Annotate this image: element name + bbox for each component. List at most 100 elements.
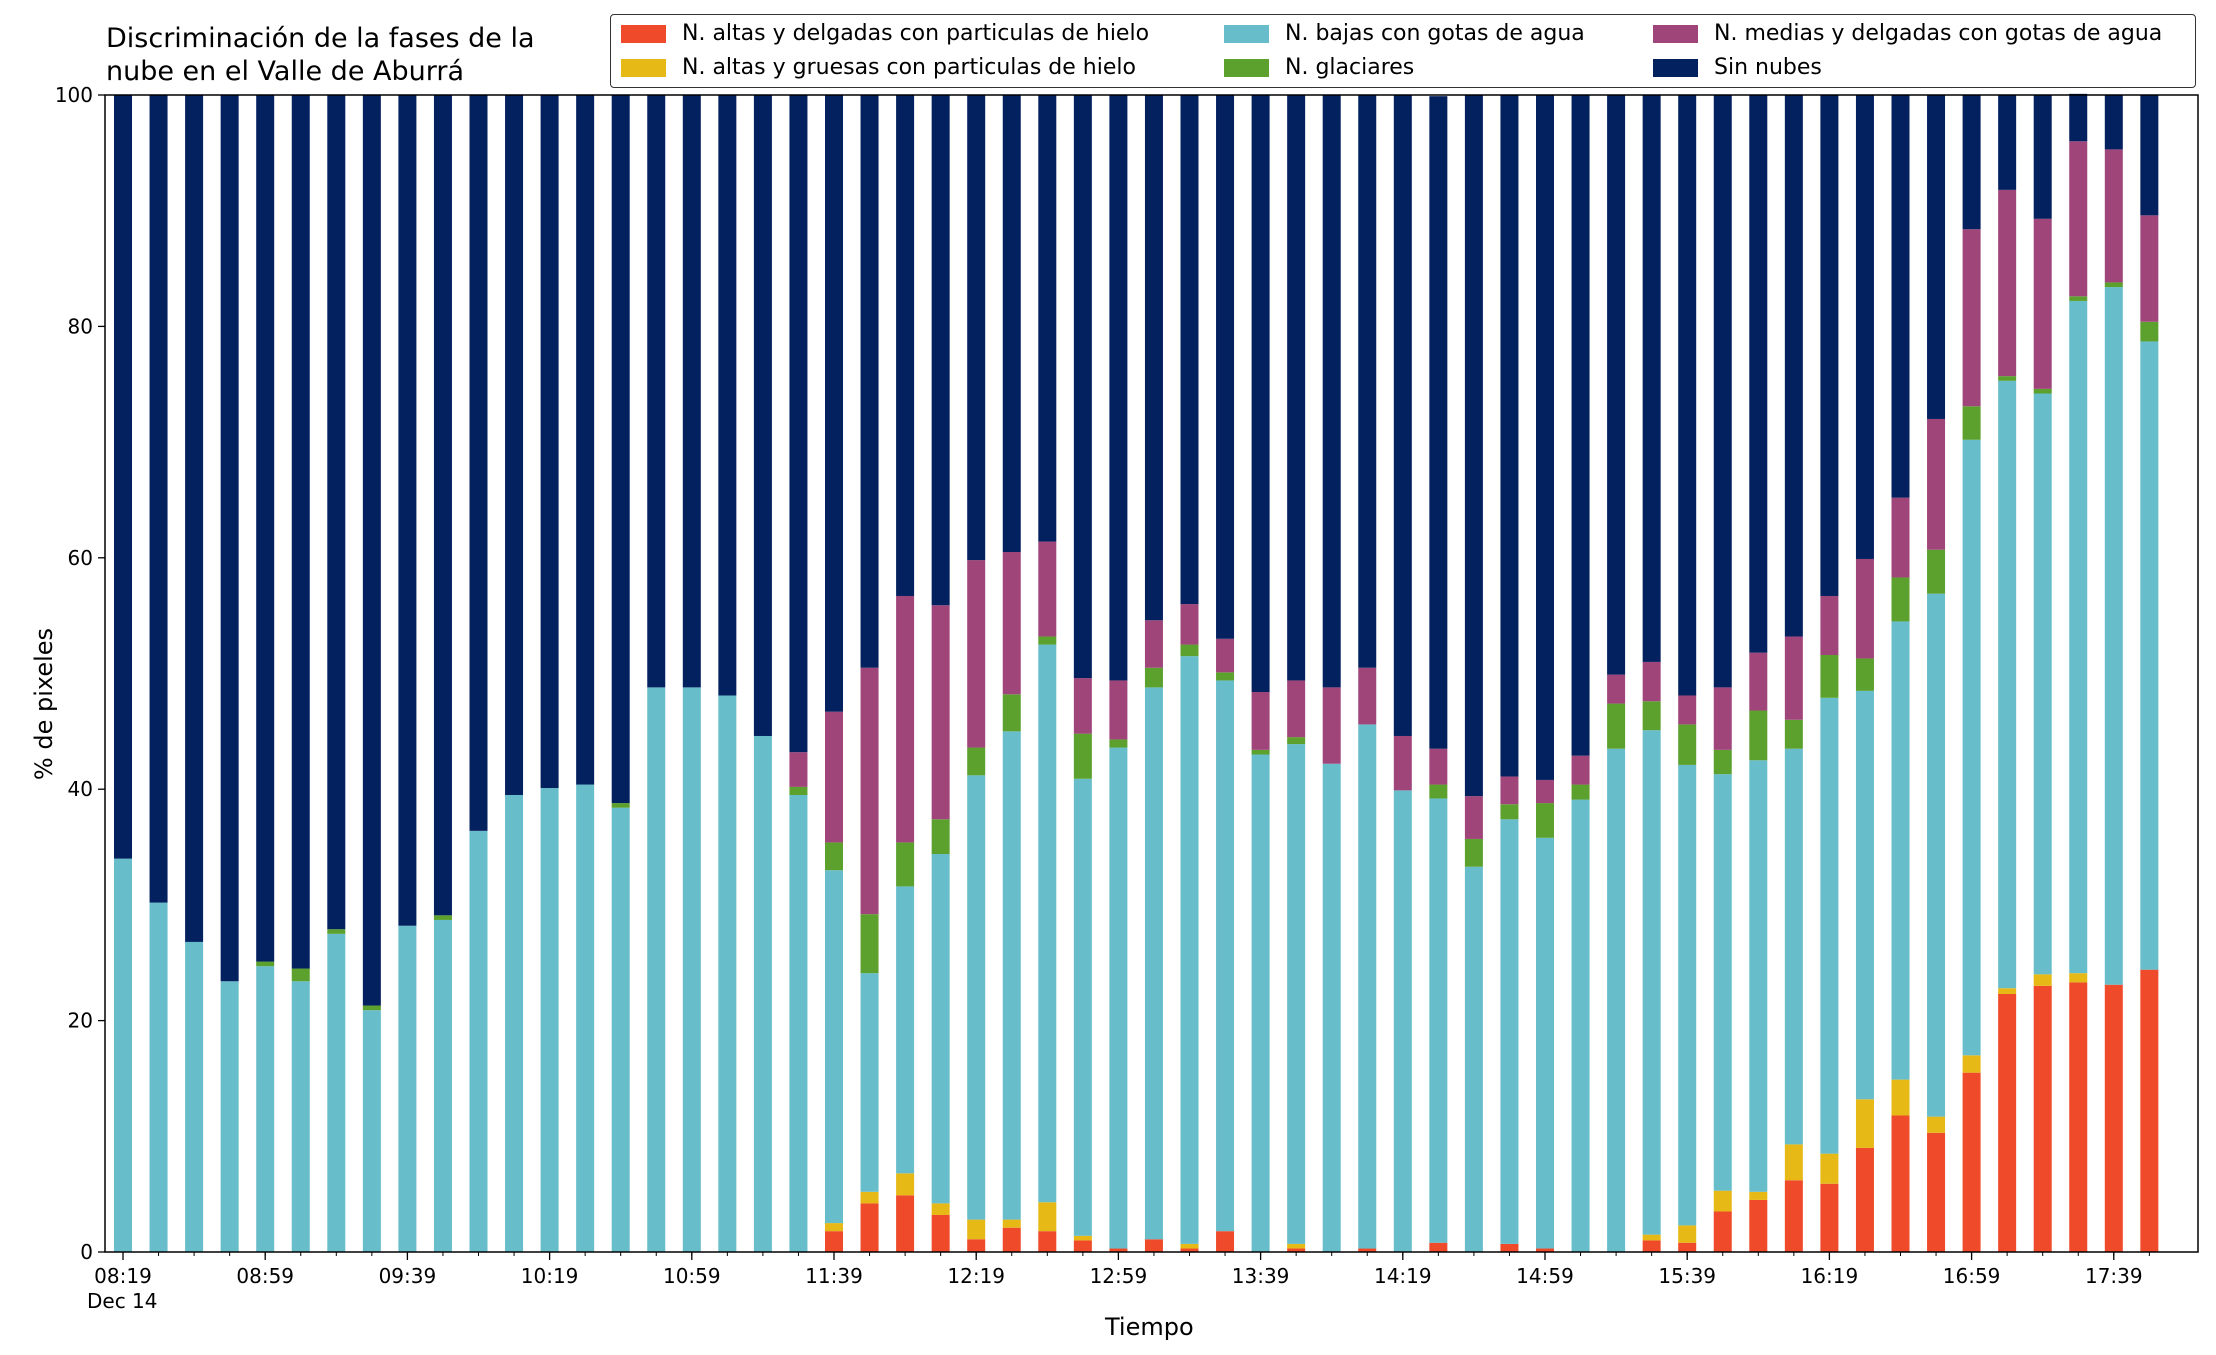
bar-segment: [1607, 748, 1626, 1252]
bar-segment: [967, 775, 986, 1220]
bar-segment: [1855, 1147, 1874, 1252]
bar-segment: [931, 95, 950, 606]
bar-segment: [1642, 95, 1661, 662]
legend-label: N. altas y delgadas con particulas de hi…: [682, 21, 1150, 46]
legend-item-altas-gruesas: N. altas y gruesas con particulas de hie…: [621, 55, 1136, 80]
x-axis-label: Tiempo: [1105, 1313, 1194, 1341]
chart-title-line-2: nube en el Valle de Aburrá: [106, 56, 465, 87]
bar-segment: [256, 95, 275, 962]
bar-segment: [291, 981, 310, 1252]
bar-segment: [1109, 680, 1128, 740]
bar-segment: [1144, 1239, 1163, 1252]
y-tick-label: 40: [68, 777, 93, 801]
bar-segment: [1216, 672, 1235, 681]
bar-segment: [1500, 95, 1519, 777]
bar-segment: [860, 667, 879, 915]
bar-segment: [896, 95, 915, 596]
bar-segment: [2069, 93, 2088, 142]
legend-item-bajas-agua: N. bajas con gotas de agua: [1224, 21, 1585, 46]
bar-segment: [1358, 95, 1377, 668]
bar-segment: [1251, 754, 1270, 1252]
bar-segment: [682, 95, 701, 688]
bar-segment: [1962, 1072, 1981, 1252]
bar-segment: [896, 595, 915, 843]
bar-segment: [1038, 636, 1057, 645]
legend-label: N. medias y delgadas con gotas de agua: [1714, 21, 2163, 46]
bar-segment: [1002, 694, 1021, 732]
bar-segment: [2140, 321, 2159, 342]
bar-segment: [1820, 654, 1839, 698]
y-tick-label: 80: [68, 314, 93, 338]
bar-segment: [967, 1239, 986, 1252]
bar-segment: [1393, 735, 1412, 791]
x-tick-label: 13:39: [1232, 1264, 1290, 1288]
x-tick-label: 17:39: [2085, 1264, 2143, 1288]
bar-segment: [1536, 95, 1554, 780]
bar-segment: [1678, 724, 1697, 765]
bar-segment: [1820, 95, 1839, 596]
bar-segment: [1393, 790, 1412, 1252]
bar-segment: [1287, 1243, 1306, 1249]
bar-segment: [398, 925, 417, 1252]
bar-segment: [1500, 819, 1519, 1244]
bar-segment: [1855, 690, 1874, 1100]
bar-segment: [1500, 1243, 1519, 1252]
bar-segment: [1322, 687, 1341, 764]
bar-segment: [1749, 652, 1768, 711]
bar-segment: [2069, 141, 2088, 297]
bar-segment: [433, 95, 452, 916]
x-tick-label: 14:19: [1374, 1264, 1432, 1288]
bar-segment: [576, 784, 595, 1252]
bar-segment: [505, 794, 524, 1252]
bar-segment: [2069, 300, 2088, 974]
bar-segment: [896, 1195, 915, 1252]
bar-segment: [185, 95, 204, 942]
bar-segment: [1322, 95, 1341, 688]
bar-segment: [149, 95, 168, 903]
bar-segment: [1927, 549, 1946, 594]
bar-segment: [1998, 380, 2017, 989]
bar-segment: [469, 830, 488, 1252]
legend-label: Sin nubes: [1714, 55, 1822, 80]
bar-segment: [256, 966, 275, 1252]
bar-segment: [1322, 763, 1341, 1252]
bar-segment: [362, 1005, 381, 1011]
bar-segment: [2033, 974, 2052, 986]
bar-segment: [2104, 287, 2123, 985]
bar-segment: [967, 560, 986, 748]
bar-segment: [398, 95, 417, 926]
bar-segment: [220, 95, 239, 982]
bar-segment: [1891, 1079, 1910, 1116]
bar-segment: [1784, 95, 1803, 637]
bar-segment: [1855, 658, 1874, 691]
bar-segment: [1429, 96, 1448, 749]
bar-segment: [718, 95, 737, 696]
y-tick-label: 100: [55, 83, 93, 107]
bar-segment: [1927, 1132, 1946, 1252]
bar-segment: [860, 914, 879, 974]
bar-segment: [1855, 558, 1874, 659]
bar-segment: [753, 95, 772, 736]
x-tick-label: 16:59: [1943, 1264, 2001, 1288]
bar-segment: [931, 1214, 950, 1252]
plot-frame: [104, 94, 2199, 1253]
bar-segment: [1180, 95, 1199, 605]
bar-segment: [1998, 993, 2017, 1252]
bar-segment: [1002, 1227, 1021, 1252]
bar-segment: [327, 933, 346, 1252]
bar-segment: [860, 1191, 879, 1204]
bar-segment: [1144, 667, 1163, 688]
bar-segment: [1464, 866, 1483, 1252]
bar-segment: [1571, 799, 1590, 1252]
legend-swatch: [621, 58, 666, 77]
bar-segment: [1642, 730, 1661, 1235]
bar-segment: [2104, 282, 2123, 288]
bar-segment: [611, 803, 630, 808]
bar-segment: [718, 695, 737, 1252]
bar-segment: [327, 929, 346, 934]
bar-segment: [1038, 644, 1057, 1203]
bar-segment: [1536, 779, 1554, 804]
bar-segment: [753, 735, 772, 1252]
bar-segment: [1144, 620, 1163, 668]
bar-segment: [1891, 621, 1910, 1080]
